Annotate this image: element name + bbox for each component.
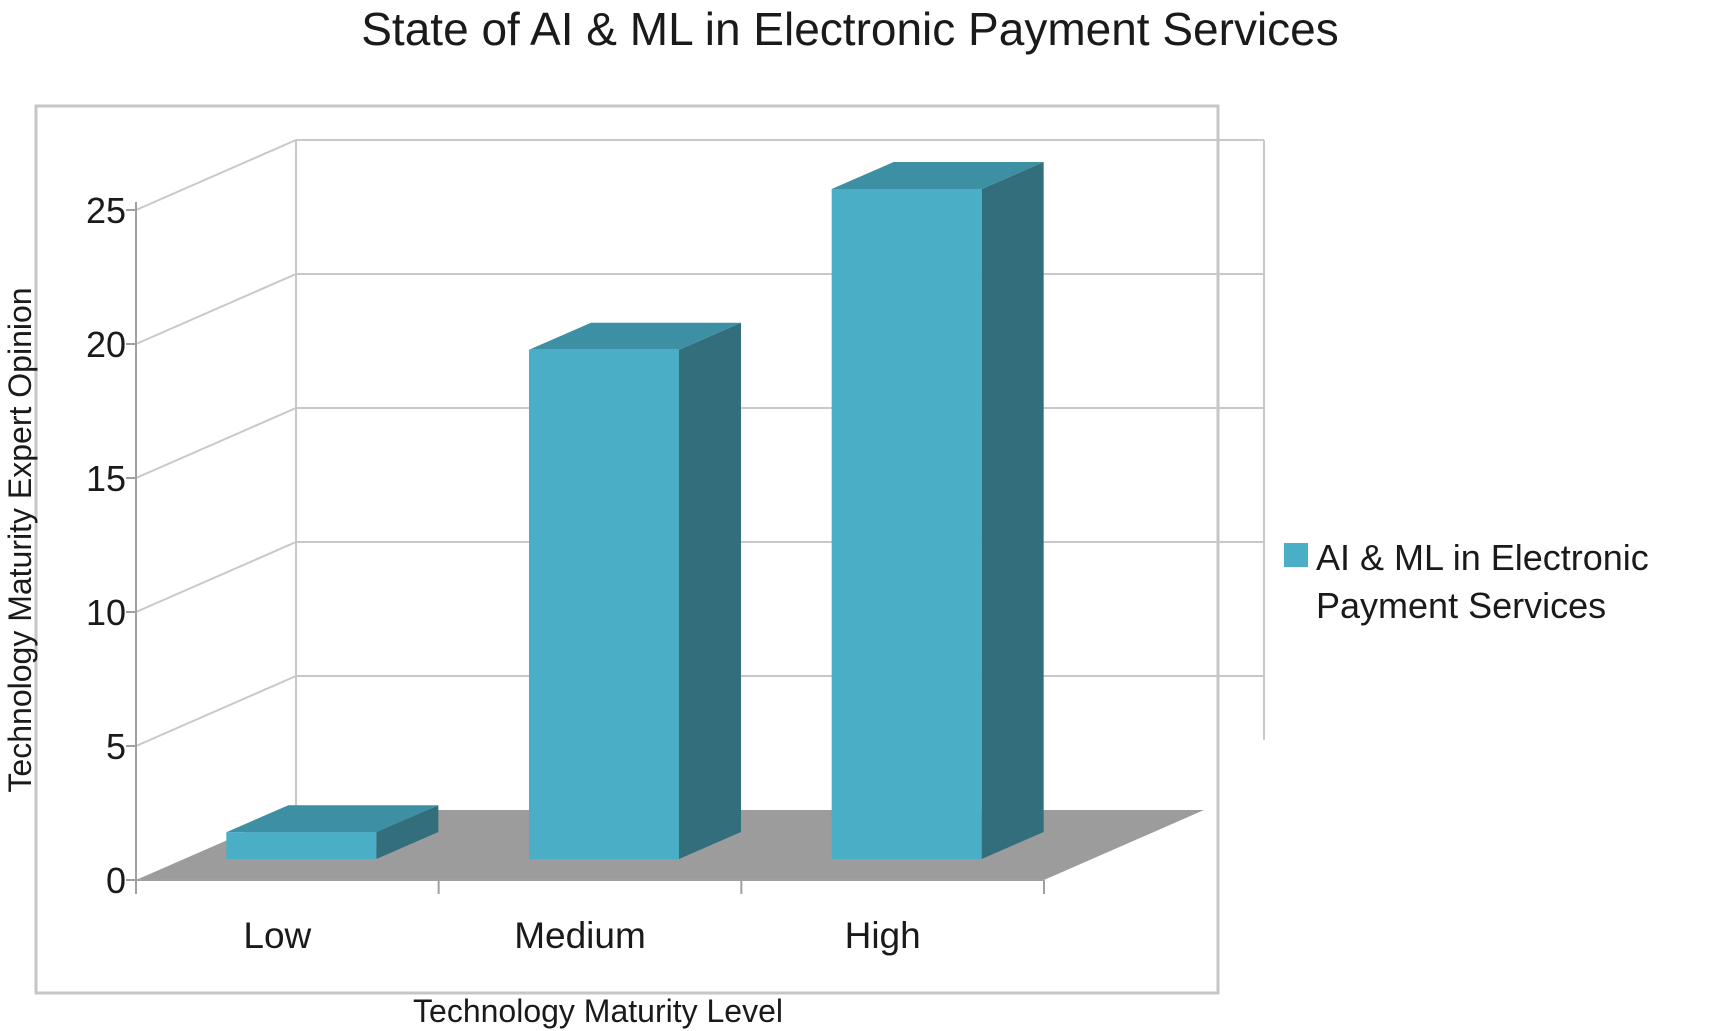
bar-side-face bbox=[376, 805, 439, 859]
bar-top-face bbox=[226, 805, 439, 833]
plot-area-border bbox=[34, 104, 1220, 995]
y-tick-label: 15 bbox=[86, 458, 126, 499]
y-tick-label: 5 bbox=[106, 726, 126, 767]
bar-side-face bbox=[981, 162, 1044, 859]
x-tick-label: Low bbox=[243, 915, 311, 956]
legend: AI & ML in Electronic Payment Services bbox=[1284, 537, 1659, 626]
legend-label-line-2: Payment Services bbox=[1316, 585, 1606, 626]
bar-medium bbox=[529, 322, 741, 859]
y-tick-label: 25 bbox=[86, 190, 126, 231]
bar-group bbox=[226, 162, 1044, 859]
y-axis-title: Technology Maturity Expert Opinion bbox=[2, 287, 38, 792]
side-gridline bbox=[135, 407, 297, 479]
x-axis: Low Medium High bbox=[135, 879, 1045, 956]
bar-front-face bbox=[226, 832, 377, 859]
bar-low bbox=[226, 805, 439, 859]
legend-swatch bbox=[1284, 543, 1308, 567]
y-tick-label: 20 bbox=[86, 324, 126, 365]
x-tick-label: High bbox=[845, 915, 921, 956]
x-tick-label: Medium bbox=[514, 915, 646, 956]
bar-front-face bbox=[529, 349, 679, 859]
side-gridline bbox=[135, 541, 297, 613]
y-axis: 0 5 10 15 20 25 bbox=[86, 190, 137, 901]
chart-walls bbox=[135, 139, 1265, 810]
y-tick-label: 10 bbox=[86, 592, 126, 633]
y-tick-label: 0 bbox=[106, 860, 126, 901]
bar-side-face bbox=[679, 322, 741, 859]
legend-label: AI & ML in Electronic Payment Services bbox=[1316, 537, 1659, 626]
side-gridline bbox=[135, 675, 297, 747]
x-axis-title: Technology Maturity Level bbox=[413, 993, 783, 1029]
bar-top-face bbox=[529, 322, 741, 350]
side-gridline bbox=[135, 273, 297, 345]
bar-front-face bbox=[831, 189, 982, 859]
bar-high bbox=[831, 162, 1044, 859]
side-gridline bbox=[135, 139, 297, 211]
chart-title: State of AI & ML in Electronic Payment S… bbox=[361, 3, 1339, 55]
legend-label-line-1: AI & ML in Electronic bbox=[1316, 537, 1649, 578]
bar-top-face bbox=[831, 162, 1044, 189]
